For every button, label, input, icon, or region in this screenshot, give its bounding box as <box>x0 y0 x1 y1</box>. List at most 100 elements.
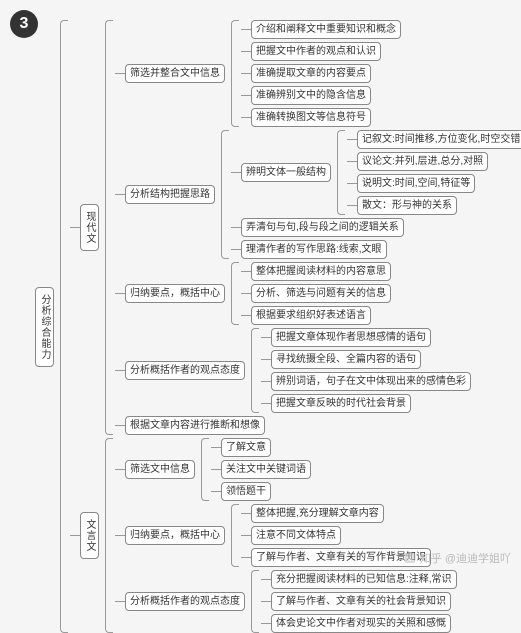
connector-line <box>347 139 357 140</box>
tree-node: 介绍和阐释文中重要知识和概念 <box>251 20 401 39</box>
connector-line <box>347 161 357 162</box>
tree-branch: 散文：形与神的关系 <box>357 196 457 215</box>
child-row: 辨别词语，句子在文中体现出来的感情色彩 <box>261 372 471 391</box>
child-row: 充分把握阅读材料的已知信息:注释,常识 <box>261 570 457 589</box>
tree-node: 散文：形与神的关系 <box>357 196 457 215</box>
bracket-connector <box>201 438 209 501</box>
child-row: 分析概括作者的观点态度充分把握阅读材料的已知信息:注释,常识了解与作者、文章有关… <box>115 570 457 633</box>
tree-node: 注意不同文体特点 <box>251 526 341 545</box>
tree-branch: 现代文筛选并整合文中信息介绍和阐释文中重要知识和概念把握文中作者的观点和认识准确… <box>80 20 521 435</box>
child-row: 文言文筛选文中信息了解文意关注文中关键词语领悟题干归纳要点，概括中心整体把握,充… <box>70 438 521 633</box>
tree-node: 准确提取文章的内容要点 <box>251 64 371 83</box>
child-row: 辨明文体一般结构记叙文:时间推移,方位变化,时空交错,认识变化等议论文:并列,层… <box>231 130 521 215</box>
tree-branch: 归纳要点，概括中心整体把握,充分理解文章内容注意不同文体特点了解与作者、文章有关… <box>125 504 431 567</box>
child-row: 理清作者的写作思路:线索,文眼 <box>231 240 521 259</box>
tree-node: 根据文章内容进行推断和想像 <box>125 416 265 435</box>
connector-line <box>241 95 251 96</box>
tree-branch: 充分把握阅读材料的已知信息:注释,常识 <box>271 570 457 589</box>
child-row: 了解与作者、文章有关的社会背景知识 <box>261 592 457 611</box>
connector-line <box>231 249 241 250</box>
tree-node: 了解与作者、文章有关的社会背景知识 <box>271 592 451 611</box>
bracket-connector <box>251 328 259 413</box>
child-row: 散文：形与神的关系 <box>347 196 521 215</box>
children-group: 记叙文:时间推移,方位变化,时空交错,认识变化等议论文:并列,层进,总分,对照说… <box>347 130 521 215</box>
connector-line <box>115 535 125 536</box>
child-row: 体会史论文中作者对现实的关照和感慨 <box>261 614 457 633</box>
step-badge: 3 <box>10 10 38 38</box>
child-row: 把握文中作者的观点和认识 <box>241 42 401 61</box>
tree-node: 把握文中作者的观点和认识 <box>251 42 381 61</box>
connector-line <box>261 359 271 360</box>
tree-branch: 根据文章内容进行推断和想像 <box>125 416 265 435</box>
tree-node: 辨明文体一般结构 <box>241 163 331 182</box>
child-row: 分析结构把握思路辨明文体一般结构记叙文:时间推移,方位变化,时空交错,认识变化等… <box>115 130 521 259</box>
connector-line <box>241 271 251 272</box>
tree-branch: 说明文:时间,空间,特征等 <box>357 174 475 193</box>
mindmap-root: 分析综合能力现代文筛选并整合文中信息介绍和阐释文中重要知识和概念把握文中作者的观… <box>35 20 521 633</box>
children-group: 充分把握阅读材料的已知信息:注释,常识了解与作者、文章有关的社会背景知识体会史论… <box>261 570 457 633</box>
tree-branch: 了解文意 <box>221 438 271 457</box>
tree-branch: 准确转换图文等信息符号 <box>251 108 371 127</box>
tree-branch: 分析结构把握思路辨明文体一般结构记叙文:时间推移,方位变化,时空交错,认识变化等… <box>125 130 521 259</box>
tree-branch: 文言文筛选文中信息了解文意关注文中关键词语领悟题干归纳要点，概括中心整体把握,充… <box>80 438 457 633</box>
connector-line <box>231 227 241 228</box>
watermark-text: 知乎 @迪迪学姐吖 <box>420 550 511 566</box>
child-row: 分析概括作者的观点态度把握文章体现作者思想感情的语句寻找统摄全段、全篇内容的语句… <box>115 328 521 413</box>
tree-node: 充分把握阅读材料的已知信息:注释,常识 <box>271 570 457 589</box>
tree-node: 整体把握,充分理解文章内容 <box>251 504 384 523</box>
child-row: 准确提取文章的内容要点 <box>241 64 401 83</box>
child-row: 筛选文中信息 了解文意关注文中关键词语领悟题干 <box>115 438 457 501</box>
tree-node: 弄清句与句,段与段之间的逻辑关系 <box>241 218 404 237</box>
bracket-connector <box>337 130 345 215</box>
connector-line <box>115 73 125 74</box>
tree-branch: 筛选并整合文中信息介绍和阐释文中重要知识和概念把握文中作者的观点和认识准确提取文… <box>125 20 401 127</box>
tree-node: 归纳要点，概括中心 <box>125 284 225 303</box>
tree-branch: 分析概括作者的观点态度把握文章体现作者思想感情的语句寻找统摄全段、全篇内容的语句… <box>125 328 471 413</box>
child-row: 注意不同文体特点 <box>241 526 431 545</box>
connector-line <box>115 194 125 195</box>
child-row: 领悟题干 <box>211 482 311 501</box>
tree-branch: 把握文中作者的观点和认识 <box>251 42 381 61</box>
children-group: 整体把握阅读材料的内容意思分析、筛选与问题有关的信息根据要求组织好表述语言 <box>241 262 391 325</box>
connector-line <box>241 51 251 52</box>
bracket-connector <box>221 130 229 259</box>
child-row: 了解文意 <box>211 438 311 457</box>
connector-line <box>241 315 251 316</box>
tree-branch: 把握文章体现作者思想感情的语句 <box>271 328 431 347</box>
connector-line <box>211 491 221 492</box>
tree-branch: 根据要求组织好表述语言 <box>251 306 371 325</box>
child-row: 根据要求组织好表述语言 <box>241 306 391 325</box>
tree-branch: 分析综合能力现代文筛选并整合文中信息介绍和阐释文中重要知识和概念把握文中作者的观… <box>35 20 521 633</box>
tree-branch: 了解与作者、文章有关的社会背景知识 <box>271 592 451 611</box>
tree-branch: 准确辨别文中的隐含信息 <box>251 86 371 105</box>
tree-branch: 整体把握阅读材料的内容意思 <box>251 262 391 281</box>
tree-branch: 辨别词语，句子在文中体现出来的感情色彩 <box>271 372 471 391</box>
connector-line <box>241 117 251 118</box>
tree-node: 领悟题干 <box>221 482 271 501</box>
tree-node: 分析、筛选与问题有关的信息 <box>251 284 391 303</box>
child-row: 把握文章体现作者思想感情的语句 <box>261 328 471 347</box>
tree-branch: 弄清句与句,段与段之间的逻辑关系 <box>241 218 404 237</box>
connector-line <box>261 601 271 602</box>
tree-branch: 整体把握,充分理解文章内容 <box>251 504 384 523</box>
tree-node: 说明文:时间,空间,特征等 <box>357 174 475 193</box>
tree-node: 筛选文中信息 <box>125 460 195 479</box>
connector-line <box>261 337 271 338</box>
tree-node: 现代文 <box>80 204 99 251</box>
bracket-connector <box>105 20 113 435</box>
watermark: 知 知乎 @迪迪学姐吖 <box>404 550 511 566</box>
connector-line <box>347 183 357 184</box>
child-row: 准确转换图文等信息符号 <box>241 108 401 127</box>
child-row: 分析、筛选与问题有关的信息 <box>241 284 391 303</box>
connector-line <box>347 205 357 206</box>
bracket-connector <box>231 262 239 325</box>
tree-node: 关注文中关键词语 <box>221 460 311 479</box>
tree-node: 筛选并整合文中信息 <box>125 64 225 83</box>
connector-line <box>261 381 271 382</box>
connector-line <box>70 227 80 228</box>
tree-branch: 分析概括作者的观点态度充分把握阅读材料的已知信息:注释,常识了解与作者、文章有关… <box>125 570 457 633</box>
bracket-connector <box>231 504 239 567</box>
children-group: 介绍和阐释文中重要知识和概念把握文中作者的观点和认识准确提取文章的内容要点准确辨… <box>241 20 401 127</box>
children-group: 现代文筛选并整合文中信息介绍和阐释文中重要知识和概念把握文中作者的观点和认识准确… <box>70 20 521 633</box>
child-row: 归纳要点，概括中心整体把握阅读材料的内容意思分析、筛选与问题有关的信息根据要求组… <box>115 262 521 325</box>
